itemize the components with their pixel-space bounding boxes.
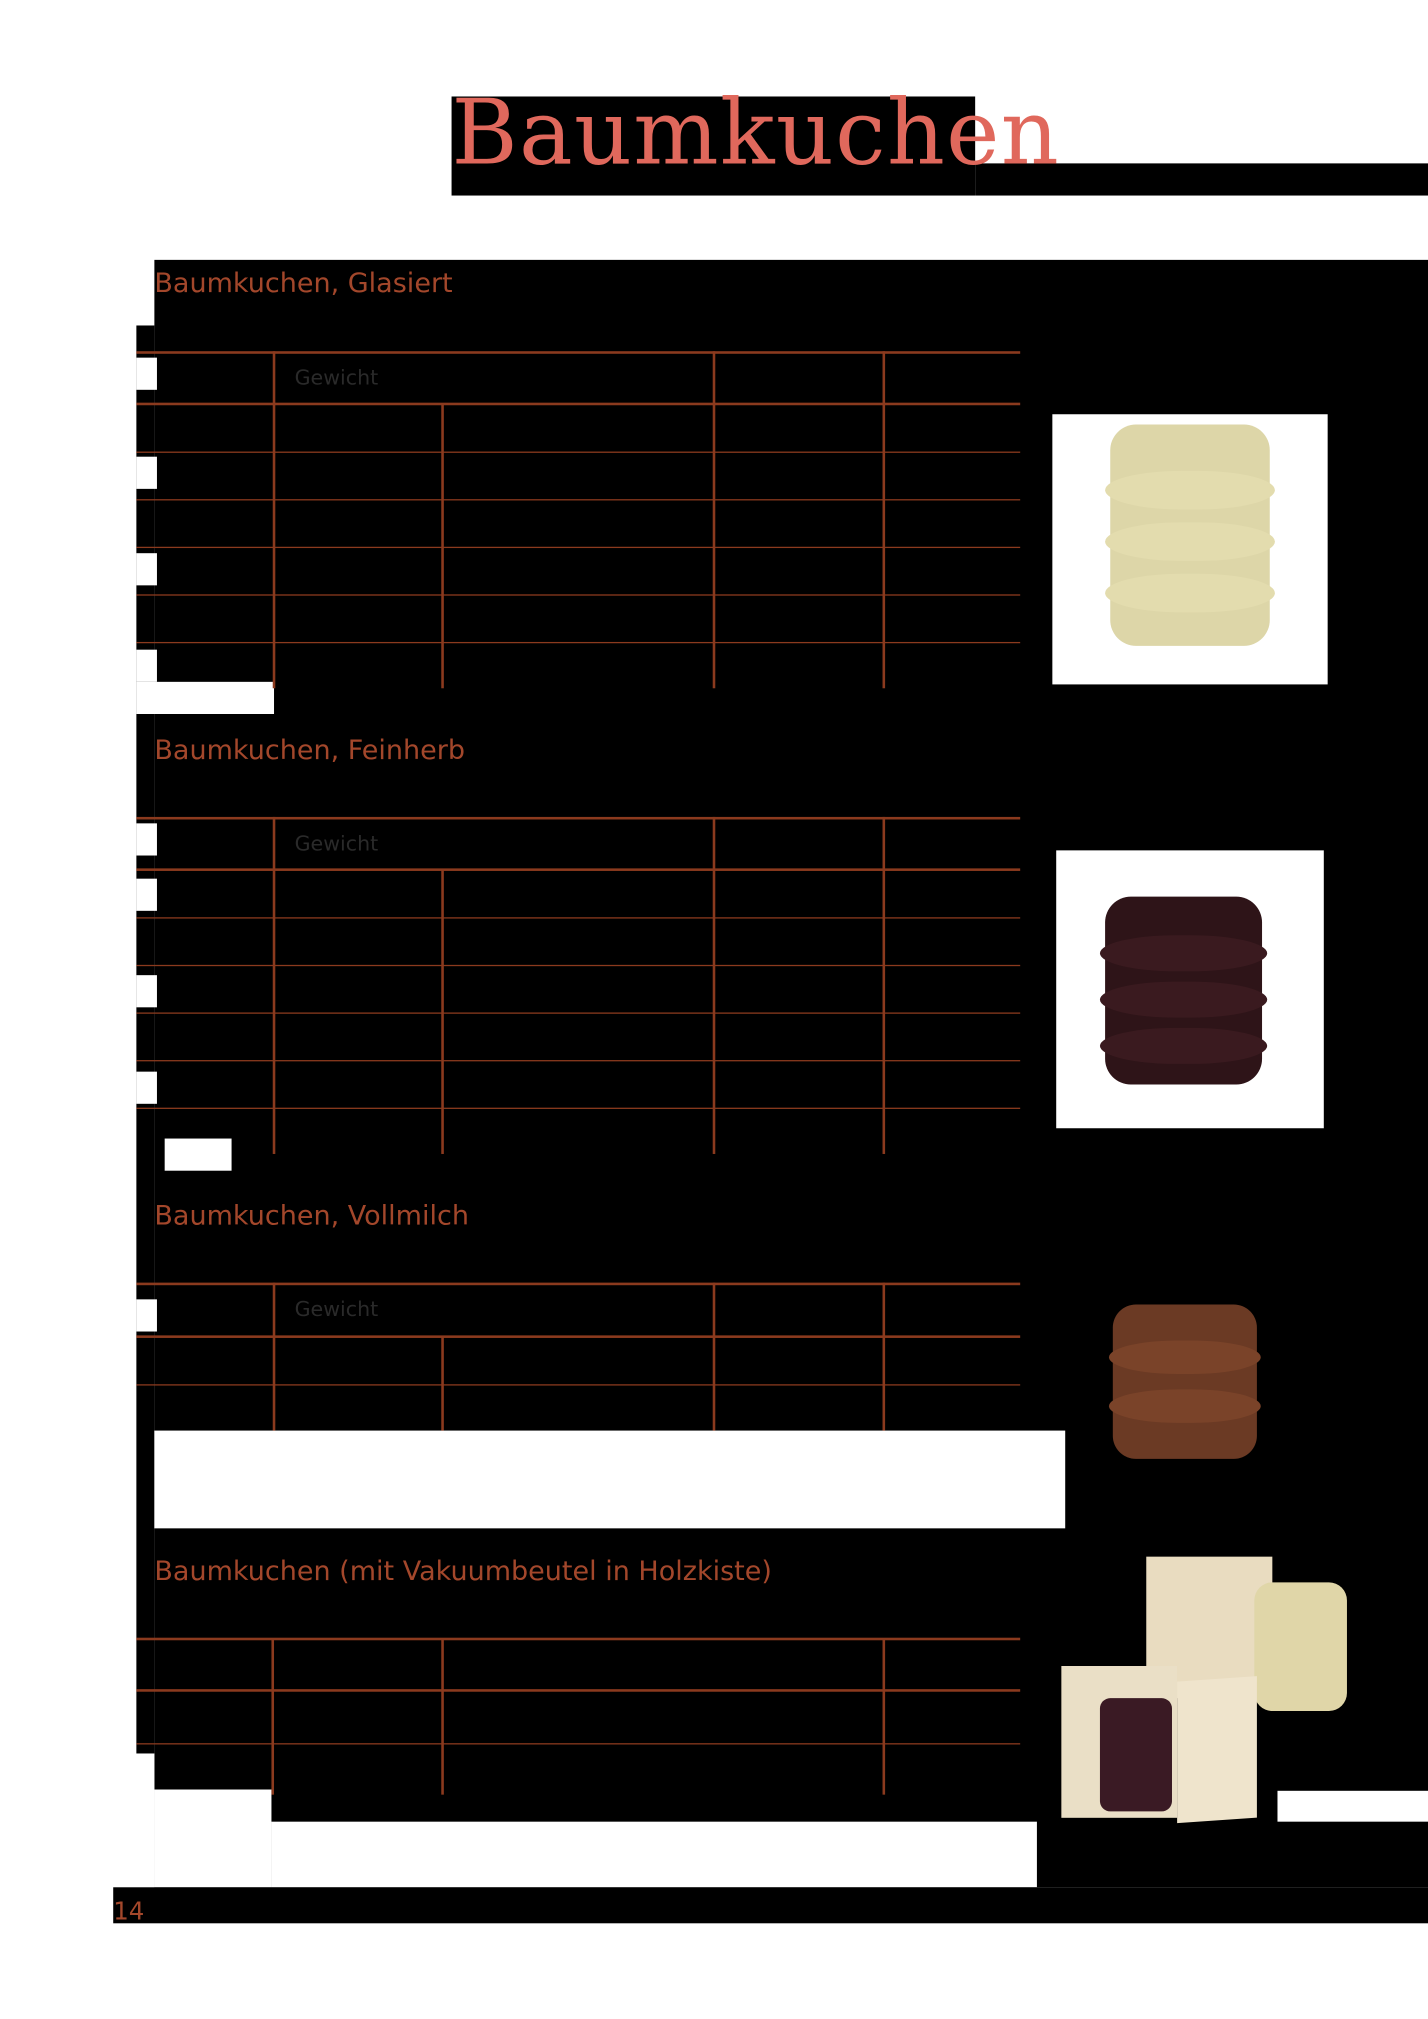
baumkuchen-wooden-box-photo xyxy=(1061,1556,1350,1827)
footer-bar xyxy=(113,1887,1428,1924)
title-bar xyxy=(975,163,1428,196)
section-heading: Baumkuchen, Feinherb xyxy=(154,734,466,766)
section-heading: Baumkuchen (mit Vakuumbeutel in Holzkist… xyxy=(154,1555,772,1587)
milk-chocolate-baumkuchen-photo xyxy=(1108,1304,1261,1459)
page-number: 14 xyxy=(113,1897,145,1926)
glazed-baumkuchen-photo xyxy=(1052,414,1328,685)
dark-chocolate-baumkuchen-photo xyxy=(1056,850,1324,1129)
page-title: Baumkuchen xyxy=(451,79,1060,186)
column-header-weight: Gewicht xyxy=(294,365,379,390)
title-block xyxy=(451,96,976,196)
content-edge xyxy=(136,325,155,1754)
section-heading: Baumkuchen, Glasiert xyxy=(154,267,453,299)
column-header-weight: Gewicht xyxy=(294,1296,379,1322)
column-header-weight: Gewicht xyxy=(294,831,379,856)
section-heading: Baumkuchen, Vollmilch xyxy=(154,1200,469,1232)
